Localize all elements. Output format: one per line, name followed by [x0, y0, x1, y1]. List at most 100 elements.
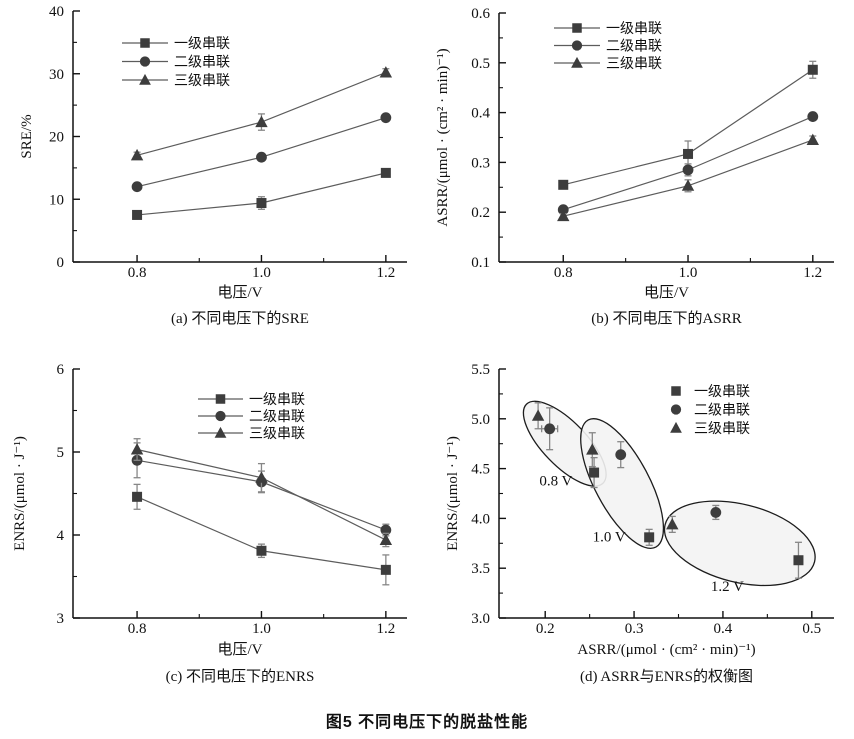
y-tick-label: 5.0 [471, 412, 490, 428]
triangle-marker [531, 409, 545, 421]
x-tick-label: 0.8 [554, 265, 573, 281]
square-marker [807, 64, 818, 75]
triangle-marker [139, 73, 151, 85]
x-tick-label: 1.2 [803, 265, 822, 281]
series-level-2 [131, 112, 392, 193]
series-level-2 [557, 111, 819, 216]
triangle-marker [214, 426, 227, 438]
figure-caption: 图5 不同电压下的脱盐性能 [325, 713, 529, 731]
square-marker [380, 564, 391, 575]
series-level-1 [132, 167, 391, 220]
axes: 0.1 0.2 0.3 0.4 0.5 0.6 0.8 1.0 1.2 [471, 6, 834, 281]
circle-marker [256, 151, 267, 163]
circle-marker [710, 507, 722, 518]
panel-d-tradeoff-chart: 0.8 V 1.0 V 1.2 V 3.0 3.5 4.0 4.5 5.0 5.5 0.2 0.3 0… [427, 340, 854, 700]
triangle-marker [666, 517, 679, 530]
square-marker [256, 545, 267, 556]
legend-label: 二级串联 [249, 409, 305, 425]
circle-marker [615, 449, 627, 461]
x-tick-label: 0.2 [536, 621, 555, 637]
x-tick-label: 1.0 [252, 621, 271, 637]
y-axis-label: ENRS/(μmol · J⁻¹) [12, 436, 28, 551]
y-tick-label: 30 [49, 67, 64, 83]
legend-label: 一级串联 [606, 21, 662, 37]
square-marker [132, 491, 143, 502]
series-level-3 [531, 402, 679, 533]
y-tick-label: 0.1 [471, 255, 490, 271]
y-tick-label: 0.3 [471, 155, 490, 171]
axes: 3 4 5 6 0.8 1.0 1.2 [57, 362, 407, 637]
cluster-ellipses: 0.8 V 1.0 V 1.2 V [522, 400, 816, 595]
y-tick-label: 0.5 [471, 56, 490, 72]
circle-marker [544, 423, 556, 435]
circle-marker [139, 56, 151, 67]
y-tick-label: 4.5 [471, 462, 490, 478]
triangle-marker [255, 115, 268, 128]
square-marker [558, 179, 569, 190]
y-tick-label: 40 [49, 4, 64, 20]
y-axis-label: SRE/% [19, 114, 35, 158]
triangle-marker [681, 179, 695, 191]
series-level-3 [130, 66, 393, 161]
legend-label: 三级串联 [606, 56, 662, 72]
legend-label: 三级串联 [174, 73, 230, 89]
chart-svg-b: 0.1 0.2 0.3 0.4 0.5 0.6 0.8 1.0 1.2 电压/V ASRR/(μmo… [435, 6, 834, 327]
y-tick-label: 0.6 [471, 6, 490, 22]
x-axis-label: 电压/V [644, 284, 689, 301]
chart-svg-a: 0 10 20 30 40 0.8 1.0 1.2 电压/V SRE/% (a) 不同电压下的SRE… [19, 4, 407, 327]
y-tick-label: 10 [49, 192, 64, 208]
y-tick-label: 3.5 [471, 561, 490, 577]
chart-svg-c: 3 4 5 6 0.8 1.0 1.2 电压/V ENRS/(μmol · J⁻¹) (c) 不同… [12, 362, 407, 685]
square-marker [793, 555, 804, 566]
x-tick-label: 1.0 [252, 265, 271, 281]
circle-marker [557, 204, 569, 216]
x-tick-label: 0.8 [128, 621, 147, 637]
y-tick-label: 0.2 [471, 205, 490, 221]
square-marker [572, 23, 582, 33]
x-axis-label: 电压/V [217, 284, 262, 301]
legend-label: 一级串联 [174, 36, 230, 52]
circle-marker [131, 181, 143, 193]
triangle-marker [557, 209, 570, 222]
triangle-marker [379, 533, 393, 545]
square-marker [215, 394, 226, 404]
y-tick-label: 3 [57, 611, 65, 627]
series-level-1 [589, 456, 804, 579]
subplot-grid: 0 10 20 30 40 0.8 1.0 1.2 电压/V SRE/% (a) 不同电压下的SRE… [0, 0, 854, 700]
triangle-marker [670, 421, 682, 433]
panel-caption: (a) 不同电压下的SRE [171, 310, 309, 327]
circle-marker [380, 112, 392, 124]
series-level-3 [130, 438, 393, 548]
legend-label: 一级串联 [694, 384, 750, 400]
legend-label: 二级串联 [174, 55, 230, 71]
circle-marker [807, 111, 819, 122]
x-tick-label: 1.2 [376, 621, 395, 637]
series-level-1 [132, 483, 391, 586]
panel-caption: (d) ASRR与ENRS的权衡图 [580, 668, 753, 685]
triangle-marker [571, 56, 583, 68]
triangle-marker [379, 66, 393, 78]
y-tick-label: 5.5 [471, 362, 490, 378]
triangle-marker [130, 443, 144, 455]
cluster-label: 1.0 V [593, 529, 626, 545]
square-marker [671, 386, 681, 396]
x-axis-label: 电压/V [217, 641, 262, 658]
y-tick-label: 0.4 [471, 106, 490, 122]
circle-marker [682, 164, 694, 176]
panel-c-enrs-chart: 3 4 5 6 0.8 1.0 1.2 电压/V ENRS/(μmol · J⁻¹) (c) 不同… [0, 340, 427, 700]
y-tick-label: 5 [57, 445, 65, 461]
cluster-ellipse [580, 418, 665, 550]
x-tick-label: 0.4 [714, 621, 733, 637]
panel-caption: (c) 不同电压下的ENRS [166, 668, 315, 685]
legend-label: 三级串联 [249, 426, 305, 442]
cluster-label: 1.2 V [711, 579, 744, 595]
panel-a-sre-chart: 0 10 20 30 40 0.8 1.0 1.2 电压/V SRE/% (a) 不同电压下的SRE… [0, 0, 427, 340]
triangle-marker [255, 471, 268, 483]
y-axis-label: ASRR/(μmol · (cm² · min)⁻¹) [435, 48, 451, 226]
cluster-label: 0.8 V [539, 474, 572, 490]
y-tick-label: 20 [49, 130, 64, 146]
